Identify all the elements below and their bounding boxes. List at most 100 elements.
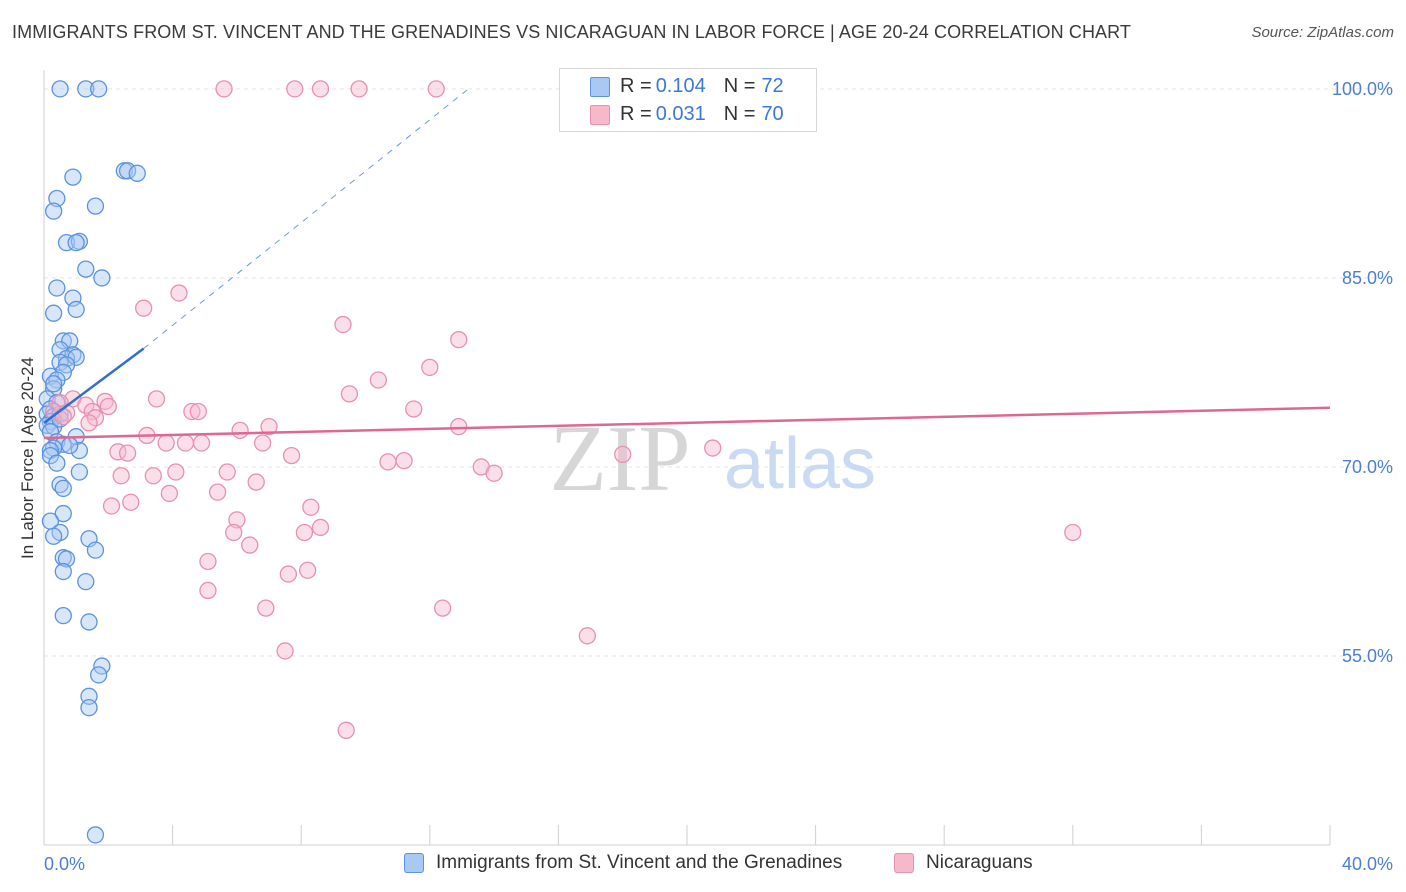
point-pink: [54, 407, 72, 426]
point-pink: [118, 444, 137, 462]
point-pink: [199, 552, 217, 571]
point-pink: [276, 642, 294, 660]
point-blue: [77, 80, 95, 98]
point-pink: [450, 331, 468, 349]
point-pink: [282, 446, 301, 465]
point-pink: [225, 523, 243, 542]
tick-labels: 55.0% 70.0% 85.0% 100.0% 0.0% 40.0%: [44, 79, 1393, 874]
bottom-legend-swatch-blue: [404, 853, 424, 873]
point-pink: [421, 358, 439, 377]
point-pink: [379, 453, 397, 471]
point-pink: [167, 463, 185, 481]
source-label: Source: ZipAtlas.com: [1251, 24, 1394, 41]
point-blue: [80, 613, 98, 631]
trend-blue-extension: [143, 88, 469, 349]
legend-swatch-blue: [590, 77, 610, 97]
point-blue: [86, 541, 105, 559]
y-tick-label: 55.0%: [1342, 646, 1393, 666]
point-pink: [337, 721, 355, 739]
point-pink: [253, 434, 272, 452]
point-pink: [157, 434, 175, 452]
point-blue: [86, 197, 105, 215]
point-blue: [77, 260, 95, 278]
point-pink: [170, 284, 188, 302]
point-blue: [61, 436, 79, 455]
point-blue: [54, 607, 72, 625]
point-pink: [405, 400, 423, 418]
gridlines: [44, 88, 1395, 657]
y-tick-label: 70.0%: [1342, 457, 1393, 477]
trend-lines: [43, 88, 1331, 440]
point-pink: [135, 299, 153, 317]
point-blue: [67, 300, 85, 319]
point-pink: [350, 80, 368, 98]
legend-n-value: 70: [761, 102, 784, 125]
bottom-legend-label-blue: Immigrants from St. Vincent and the Gren…: [436, 852, 843, 873]
point-pink: [208, 483, 227, 501]
point-blue: [70, 441, 89, 460]
point-pink: [183, 402, 201, 421]
point-blue: [41, 423, 60, 441]
point-blue: [44, 202, 63, 220]
legend-n-value: 72: [761, 74, 784, 97]
point-pink: [215, 80, 233, 98]
bottom-legend-label-pink: Nicaraguans: [926, 852, 1033, 873]
bottom-legend-pink: Nicaraguans: [894, 852, 1033, 874]
legend: R = 0.104 N = 72 R = 0.031 N = 70: [559, 68, 817, 132]
point-pink: [77, 396, 95, 414]
point-pink: [144, 467, 162, 485]
legend-r-label: R =: [620, 74, 652, 97]
point-blue: [54, 332, 72, 350]
point-blue: [51, 341, 69, 359]
point-pink: [395, 452, 413, 470]
x-tick-label: 40.0%: [1342, 854, 1393, 874]
point-pink: [192, 434, 211, 452]
point-pink: [241, 536, 259, 554]
point-pink: [286, 80, 304, 98]
bottom-legend-swatch-pink: [894, 853, 914, 873]
point-pink: [80, 414, 98, 432]
y-tick-label: 85.0%: [1342, 268, 1393, 288]
point-blue: [57, 233, 76, 252]
point-blue: [128, 164, 146, 182]
point-pink: [257, 599, 275, 617]
point-blue: [51, 80, 69, 98]
bottom-legend-blue: Immigrants from St. Vincent and the Gren…: [404, 852, 842, 874]
point-pink: [334, 315, 352, 334]
point-pink: [112, 467, 130, 485]
chart-title: IMMIGRANTS FROM ST. VINCENT AND THE GREN…: [12, 22, 1132, 42]
point-blue: [90, 666, 108, 684]
axes: [43, 70, 1331, 846]
legend-row-blue: R = 0.104 N = 72: [620, 73, 784, 99]
point-blue: [64, 168, 82, 186]
legend-n-label: N =: [723, 74, 756, 97]
point-blue: [80, 698, 98, 717]
point-pink: [260, 417, 278, 436]
legend-row-pink: R = 0.031 N = 70: [620, 101, 784, 127]
point-pink: [427, 80, 445, 98]
point-pink: [485, 464, 503, 482]
point-pink: [44, 402, 63, 421]
point-pink: [434, 599, 452, 617]
legend-swatch-pink: [590, 105, 610, 125]
point-pink: [102, 497, 121, 515]
series-blue-points: [38, 80, 146, 844]
point-pink: [340, 385, 359, 403]
point-blue: [44, 375, 63, 393]
point-pink: [147, 390, 166, 408]
point-pink: [614, 445, 632, 463]
watermark-atlas: atlas: [724, 424, 876, 504]
trend-blue: [43, 347, 145, 424]
point-blue: [48, 279, 66, 297]
point-pink: [176, 434, 195, 452]
point-pink: [298, 561, 317, 579]
point-blue: [70, 463, 89, 481]
x-tick-label: 0.0%: [44, 854, 85, 874]
point-pink: [704, 439, 722, 457]
point-pink: [311, 518, 330, 537]
point-pink: [231, 421, 249, 440]
point-blue: [54, 479, 72, 498]
legend-n-label: N =: [723, 102, 756, 125]
legend-r-value: 0.031: [655, 102, 706, 125]
point-pink: [122, 493, 140, 511]
